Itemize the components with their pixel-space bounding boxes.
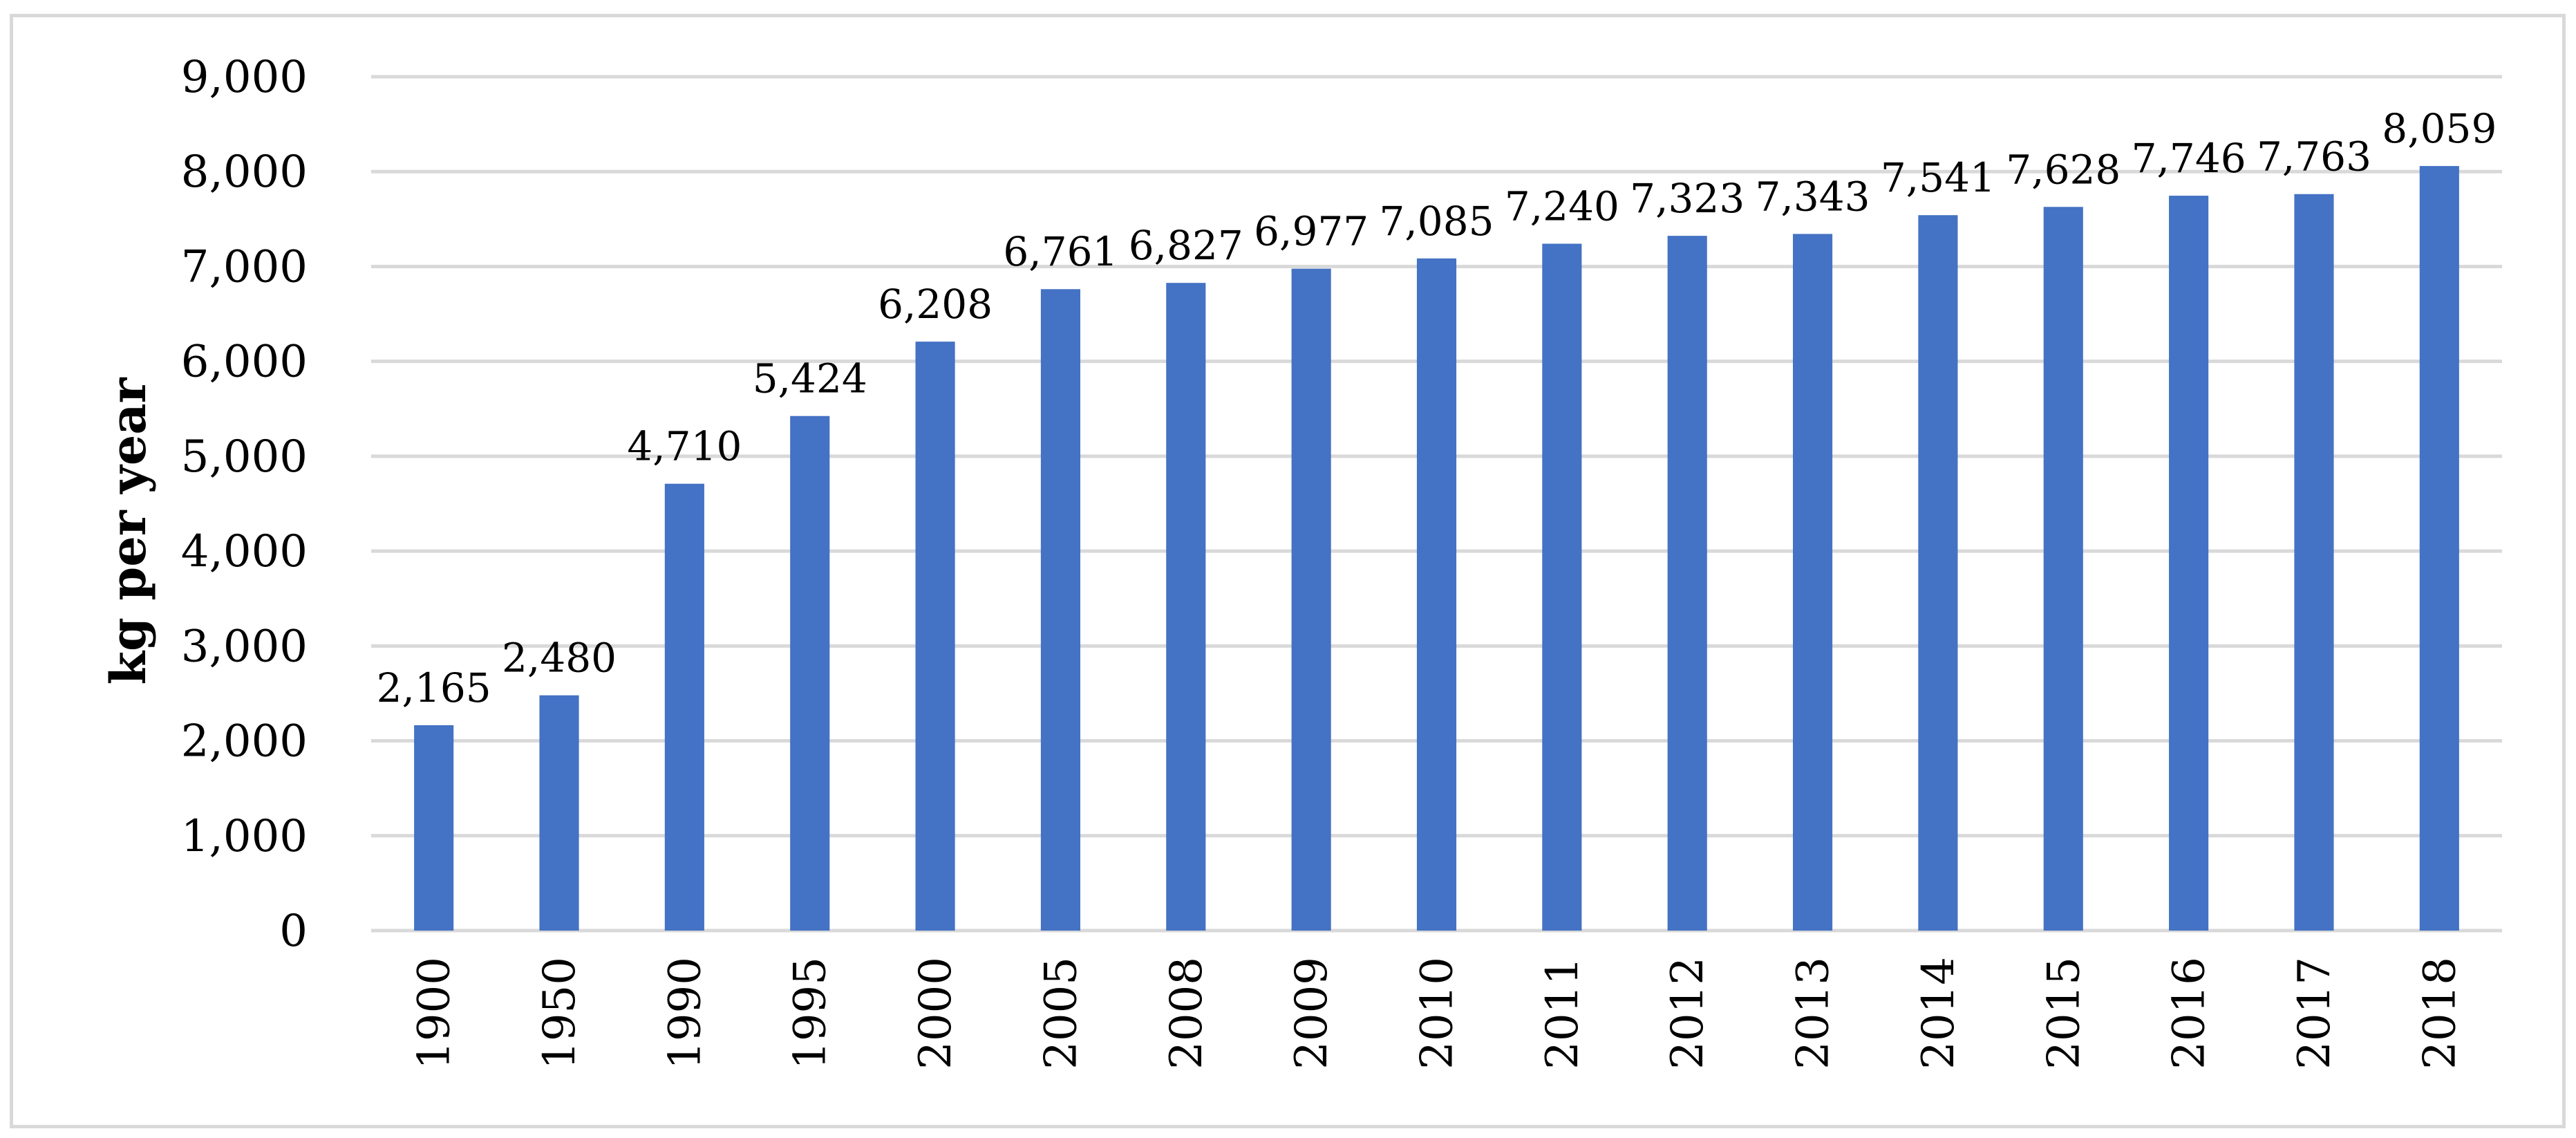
data-label: 6,761	[1003, 228, 1118, 275]
y-tick-label: 0	[279, 906, 308, 957]
bar	[2169, 196, 2209, 931]
y-axis-title: kg per year	[100, 377, 157, 684]
bar	[1291, 268, 1331, 931]
data-label: 6,977	[1254, 208, 1369, 255]
bar	[790, 416, 830, 931]
data-label: 2,480	[502, 635, 617, 682]
y-tick-label: 2,000	[181, 716, 308, 767]
x-tick-label: 2013	[1788, 957, 1839, 1070]
bar	[1792, 234, 1833, 931]
x-tick-label: 1900	[409, 957, 460, 1070]
bar	[2419, 166, 2459, 931]
bar	[414, 725, 454, 931]
chart-frame	[10, 14, 2566, 1128]
x-tick-label: 1950	[534, 957, 585, 1070]
bar	[664, 483, 704, 931]
data-label: 4,710	[627, 423, 742, 470]
bar	[2294, 194, 2334, 931]
x-tick-label: 2008	[1161, 957, 1212, 1070]
x-tick-label: 2010	[1412, 957, 1463, 1070]
x-tick-label: 2016	[2164, 957, 2215, 1070]
bar	[1542, 243, 1582, 931]
x-tick-label: 2015	[2038, 957, 2089, 1070]
y-tick-label: 8,000	[181, 147, 308, 198]
data-label: 2,165	[377, 664, 491, 711]
data-label: 7,746	[2132, 135, 2246, 182]
y-tick-label: 9,000	[181, 52, 308, 103]
x-tick-label: 2018	[2414, 957, 2465, 1070]
y-tick-label: 3,000	[181, 621, 308, 672]
data-label: 6,208	[878, 281, 993, 328]
data-label: 7,085	[1379, 198, 1494, 245]
bar	[1416, 258, 1457, 931]
x-axis-ticks: 1900 1950 1990 1995 2000 2005 2008 2009 2010 2011…	[409, 957, 2466, 1070]
data-label: 7,240	[1505, 183, 1619, 230]
data-label: 7,541	[1881, 154, 1995, 201]
bar	[539, 695, 579, 931]
data-label: 5,424	[753, 355, 867, 402]
gridlines	[371, 75, 2502, 933]
y-tick-label: 4,000	[181, 526, 308, 577]
bar	[2043, 207, 2083, 931]
x-tick-label: 2012	[1662, 957, 1713, 1070]
bar	[915, 342, 955, 931]
y-tick-label: 6,000	[181, 337, 308, 388]
y-tick-label: 1,000	[181, 811, 308, 862]
x-tick-label: 2017	[2289, 957, 2340, 1070]
x-tick-label: 2009	[1286, 957, 1337, 1070]
bar	[1166, 283, 1206, 931]
y-axis-ticks: 0 1,000 2,000 3,000 4,000 5,000 6,000 7,000 8,00…	[181, 52, 308, 957]
data-label: 7,343	[1756, 173, 1870, 220]
x-tick-label: 2011	[1537, 957, 1588, 1070]
data-label: 7,323	[1630, 175, 1745, 222]
y-tick-label: 7,000	[181, 241, 308, 292]
y-tick-label: 5,000	[181, 431, 308, 483]
data-label: 7,763	[2257, 133, 2371, 180]
data-label: 7,628	[2006, 146, 2121, 193]
x-tick-label: 2000	[910, 957, 961, 1070]
x-tick-label: 2005	[1035, 957, 1087, 1070]
bar	[1667, 236, 1707, 931]
x-tick-label: 1995	[785, 957, 836, 1070]
data-label: 6,827	[1129, 222, 1243, 269]
x-tick-label: 1990	[659, 957, 711, 1070]
bar	[1918, 215, 1958, 931]
bars	[414, 166, 2459, 931]
bar	[1040, 289, 1081, 931]
x-tick-label: 2014	[1913, 957, 1964, 1070]
data-label: 8,059	[2382, 105, 2497, 152]
